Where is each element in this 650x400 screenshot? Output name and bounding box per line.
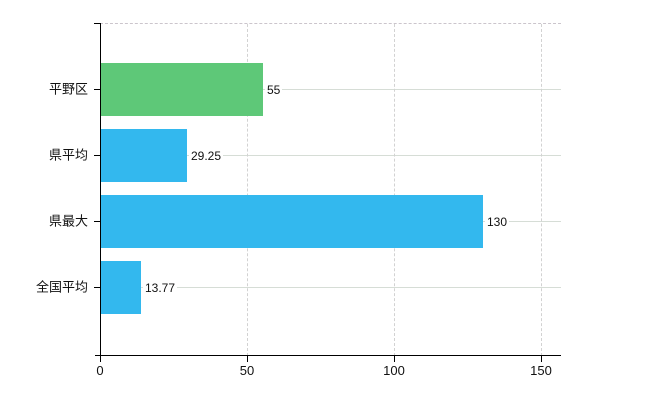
plot-area: 55 29.25 130 13.77 [100,23,561,356]
category-label: 全国平均 [35,279,88,295]
h-gridline [100,89,561,90]
x-tick-label: 50 [239,363,255,378]
bar-平野区 [101,63,263,116]
category-label: 県平均 [48,147,88,163]
x-axis-tick [100,356,101,362]
value-label: 13.77 [143,281,178,295]
v-gridline [247,24,248,356]
value-label: 130 [485,215,510,229]
y-axis-tick [94,23,100,24]
y-axis-line [100,23,101,355]
x-axis-tick [394,356,395,362]
x-axis-tick [541,356,542,362]
x-axis-tick [247,356,248,362]
v-gridline [541,24,542,356]
bar-県平均 [101,129,187,182]
x-tick-label: 0 [96,363,104,378]
h-gridline [100,155,561,156]
v-gridline [394,24,395,356]
h-gridline [100,287,561,288]
bar-全国平均 [101,261,141,314]
x-axis-line [95,355,561,356]
x-tick-label: 150 [530,363,552,378]
value-label: 55 [265,83,283,97]
x-tick-label: 100 [383,363,405,378]
y-axis-tick [94,221,100,222]
value-label: 29.25 [189,149,224,163]
category-label: 平野区 [48,81,88,97]
category-label: 県最大 [48,213,88,229]
y-axis-tick [94,287,100,288]
y-axis-tick [94,89,100,90]
y-axis-tick [94,155,100,156]
bar-県最大 [101,195,483,248]
